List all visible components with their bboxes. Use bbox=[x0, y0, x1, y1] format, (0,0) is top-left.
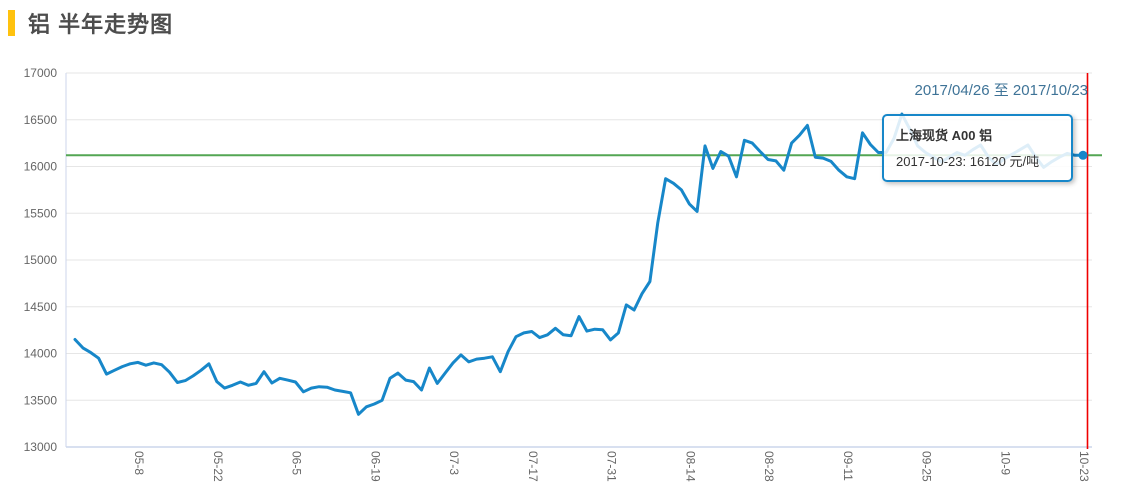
svg-text:05-8: 05-8 bbox=[132, 451, 146, 475]
svg-text:06-5: 06-5 bbox=[290, 451, 304, 475]
svg-text:14500: 14500 bbox=[24, 300, 58, 314]
svg-text:05-22: 05-22 bbox=[211, 451, 225, 482]
svg-text:08-28: 08-28 bbox=[762, 451, 776, 482]
svg-text:13500: 13500 bbox=[24, 393, 58, 407]
svg-text:09-11: 09-11 bbox=[841, 451, 855, 481]
svg-text:07-3: 07-3 bbox=[447, 451, 461, 475]
date-range-label: 2017/04/26 至 2017/10/23 bbox=[914, 82, 1088, 99]
svg-text:08-14: 08-14 bbox=[683, 451, 697, 482]
svg-text:07-31: 07-31 bbox=[605, 451, 619, 482]
tooltip-series-name: 上海现货 A00 铝 bbox=[896, 128, 993, 143]
svg-text:07-17: 07-17 bbox=[526, 451, 540, 482]
svg-text:16000: 16000 bbox=[24, 160, 58, 174]
chart-tooltip: 上海现货 A00 铝 2017-10-23: 16120 元/吨 bbox=[882, 114, 1073, 182]
page-title: 铝 半年走势图 bbox=[28, 12, 174, 37]
svg-text:15500: 15500 bbox=[24, 206, 58, 220]
svg-text:13000: 13000 bbox=[24, 440, 58, 454]
page-header: 铝 半年走势图 bbox=[8, 8, 173, 38]
svg-text:10-9: 10-9 bbox=[998, 451, 1012, 475]
svg-text:06-19: 06-19 bbox=[368, 451, 382, 482]
svg-text:15000: 15000 bbox=[24, 253, 58, 267]
svg-text:17000: 17000 bbox=[24, 66, 58, 80]
svg-text:14000: 14000 bbox=[24, 347, 58, 361]
title-accent-bar bbox=[8, 10, 15, 36]
svg-text:10-23: 10-23 bbox=[1077, 451, 1091, 482]
svg-text:09-25: 09-25 bbox=[920, 451, 934, 482]
tooltip-value: 2017-10-23: 16120 元/吨 bbox=[896, 154, 1040, 169]
svg-text:16500: 16500 bbox=[24, 113, 58, 127]
